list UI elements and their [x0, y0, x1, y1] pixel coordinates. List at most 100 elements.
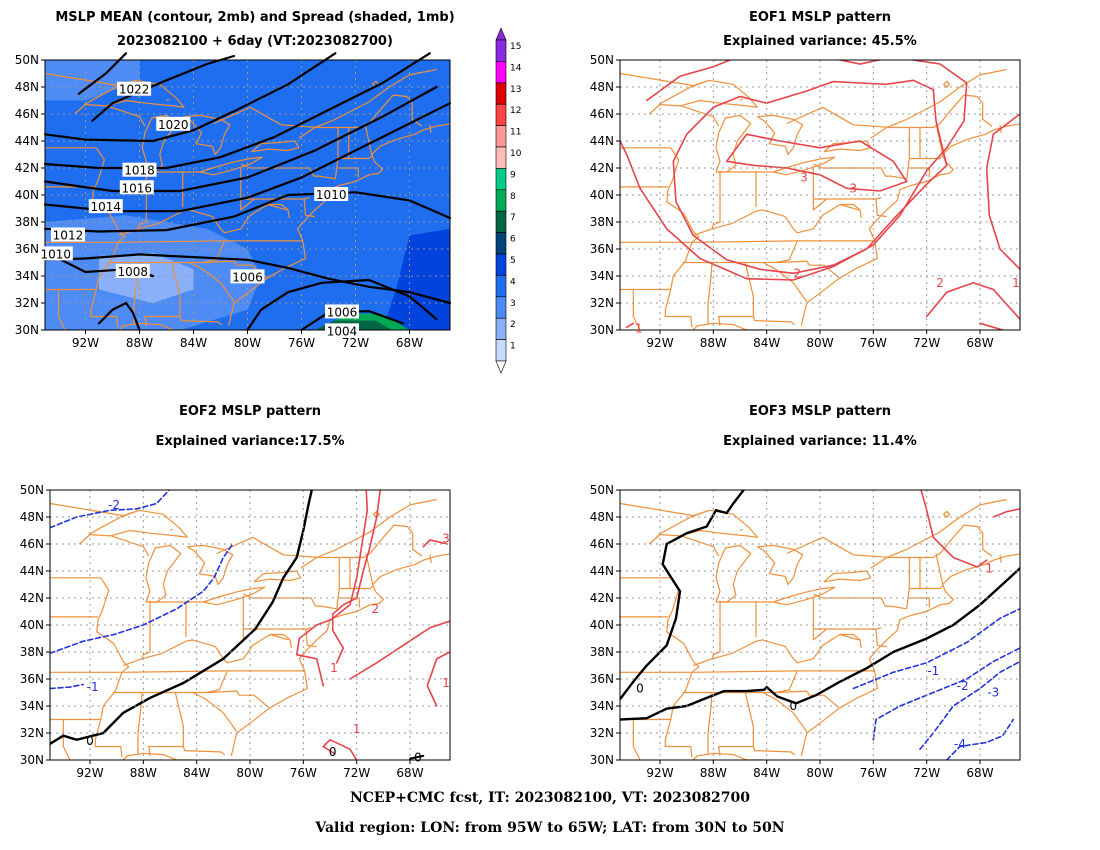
mslp-contour-label: 1016 — [122, 181, 153, 195]
boundary-line — [693, 633, 862, 667]
boundary-line — [813, 163, 907, 180]
lon-label: 92W — [76, 766, 103, 780]
boundary-line — [906, 557, 910, 609]
colorbar-label: 11 — [510, 128, 521, 138]
eof3-contour-neg2 — [872, 647, 1020, 741]
lat-label: 46N — [590, 537, 614, 551]
lon-label: 80W — [234, 336, 261, 350]
lon-label: 80W — [236, 766, 263, 780]
boundary-line — [189, 261, 235, 302]
boundary-line — [253, 570, 302, 583]
boundary-line — [739, 528, 743, 532]
lon-label: 68W — [396, 766, 423, 780]
boundary-line — [145, 544, 182, 603]
grid — [50, 490, 450, 760]
eof2-contour-pos2 — [331, 490, 381, 664]
contour-label-bg — [117, 81, 152, 96]
lat-label: 34N — [15, 269, 39, 283]
mslp-contour — [246, 278, 438, 332]
geography — [50, 498, 450, 760]
boundary-line — [681, 535, 720, 557]
eof3-contour-neg4 — [945, 718, 1015, 760]
colorbar-label: 6 — [510, 235, 516, 245]
lon-label: 84W — [753, 336, 780, 350]
lat-label: 46N — [20, 537, 44, 551]
boundary-line — [773, 586, 836, 606]
colorbar-top-arrow — [495, 28, 507, 41]
axis-labels: 50N 48N 46N 44N 42N 40N 38N 36N 34N 32N 30N 92W 88W 8… — [15, 53, 423, 350]
mslp-contour-label: 1006 — [232, 270, 263, 284]
colorbar-swatch — [495, 253, 507, 276]
eof1-contour-3 — [725, 133, 908, 192]
lon-label: 92W — [646, 766, 673, 780]
eof1-contour-label: 3 — [850, 181, 858, 195]
spread-colorbar: 15 14 13 12 11 10 9 8 7 6 5 4 3 2 1 — [495, 28, 522, 374]
footer-valid-region: Valid region: LON: from 95W to 65W; LAT:… — [315, 820, 785, 836]
geography — [620, 498, 1020, 760]
lon-label: 92W — [72, 336, 99, 350]
eof1-contour-label: 2 — [794, 266, 802, 280]
boundary-line — [999, 554, 1002, 563]
mslp-contour-label: 1018 — [124, 164, 155, 178]
lon-label: 80W — [806, 336, 833, 350]
colorbar-label: 14 — [510, 63, 522, 73]
boundary-line — [90, 147, 126, 328]
lat-label: 46N — [15, 107, 39, 121]
lat-label: 40N — [590, 188, 614, 202]
eof2-contour-label: 3 — [442, 532, 450, 546]
eof3-contour-neg3 — [919, 660, 1020, 750]
boundary-line — [119, 203, 290, 237]
eof3-contour-pos1b — [992, 508, 1020, 518]
boundary-line — [906, 127, 910, 179]
boundary-line — [57, 289, 66, 330]
boundary-line — [648, 534, 661, 545]
boundary-line — [269, 633, 289, 641]
map-body — [620, 60, 1020, 330]
contour-label-bg — [156, 116, 191, 131]
boundary-line — [739, 98, 743, 102]
mslp-contour-label: 1008 — [117, 265, 148, 279]
eof1-contour-1d — [979, 322, 1004, 330]
colorbar-swatch — [495, 168, 507, 191]
footer-forecast-info: NCEP+CMC fcst, IT: 2023082100, VT: 20230… — [349, 790, 751, 806]
boundary-line — [305, 628, 317, 648]
lat-label: 32N — [15, 296, 39, 310]
boundary-line — [786, 524, 993, 559]
grid — [620, 490, 1020, 760]
boundary-line — [648, 104, 661, 115]
mslp-contour — [43, 85, 438, 193]
lon-label: 80W — [806, 766, 833, 780]
lat-label: 44N — [20, 564, 44, 578]
eof3-contour-zero-a — [620, 490, 746, 701]
boundary-line — [213, 94, 423, 129]
boundary-line — [202, 240, 226, 264]
boundary-line — [718, 692, 754, 756]
lat-label: 34N — [590, 269, 614, 283]
geography — [45, 68, 450, 330]
lat-label: 40N — [20, 618, 44, 632]
lon-label: 88W — [700, 766, 727, 780]
colorbar-label: 5 — [510, 256, 516, 266]
eof2-contour-label: 1 — [442, 676, 450, 690]
lon-label: 76W — [288, 336, 315, 350]
lon-label: 88W — [126, 336, 153, 350]
boundary-line — [693, 203, 862, 237]
lat-label: 38N — [590, 645, 614, 659]
boundary-line — [192, 691, 238, 732]
boundary-line — [74, 104, 86, 115]
boundary-line — [117, 322, 192, 330]
boundary-line — [718, 262, 754, 326]
eof3-contour-neg1 — [852, 608, 1020, 690]
eof2-contour-neg1 — [50, 543, 234, 655]
eof2-contour-pos3 — [422, 539, 449, 548]
mslp-contour-label: 1020 — [158, 118, 189, 132]
boundary-line — [620, 240, 875, 243]
eof1-contour-label: 1 — [635, 322, 643, 336]
lat-label: 32N — [590, 296, 614, 310]
boundary-line — [762, 261, 808, 302]
boundary-line — [658, 79, 758, 108]
spread-shade-5 — [382, 228, 450, 330]
contour-label-bg — [325, 304, 359, 319]
lat-label: 40N — [15, 188, 39, 202]
lat-label: 36N — [590, 242, 614, 256]
